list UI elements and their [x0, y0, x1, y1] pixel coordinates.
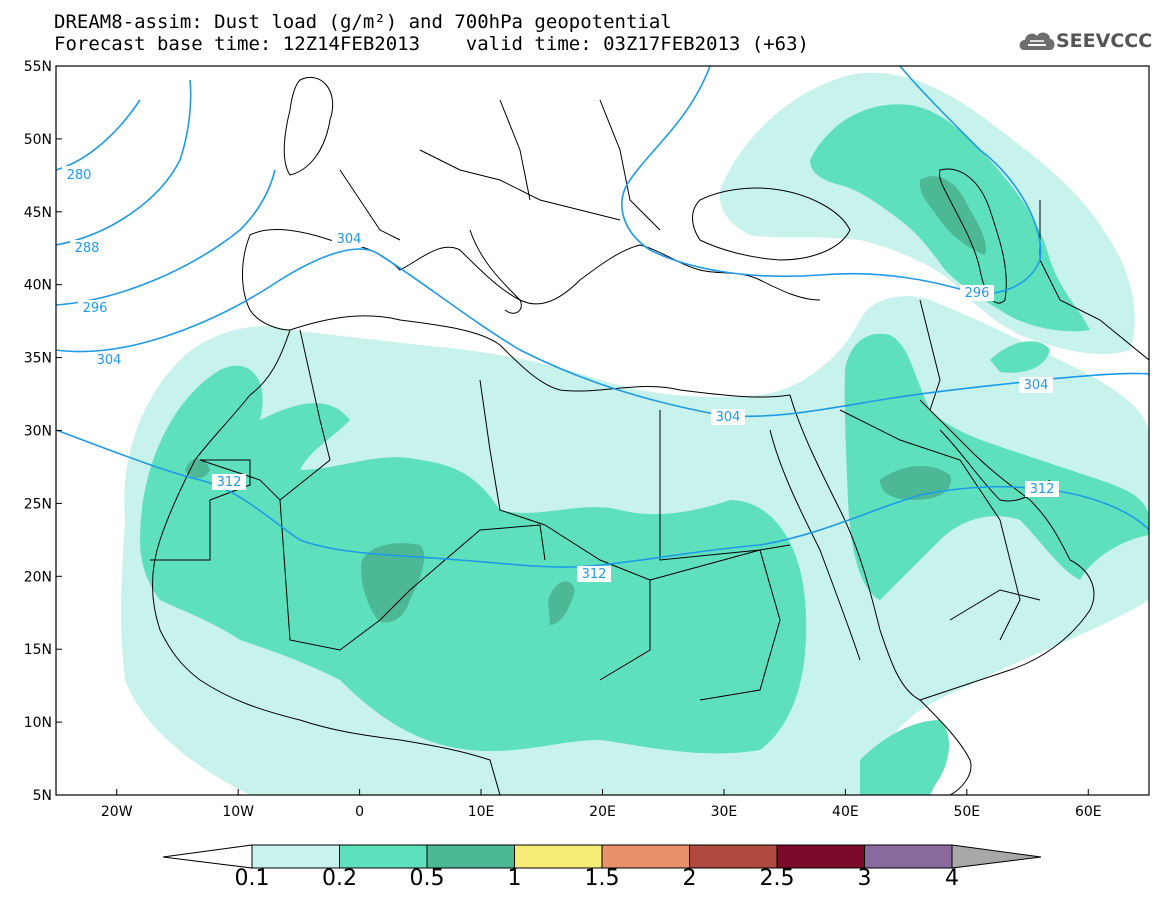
lat-tick-label: 15N [24, 642, 52, 658]
colorbar-lower-arrow [162, 844, 253, 869]
colorbar-boxes [251, 844, 953, 869]
border-yemen [949, 589, 1041, 621]
contour-label-296-west: 296 [83, 301, 108, 316]
border-sudan [649, 549, 781, 701]
dust-max-chad [548, 581, 575, 625]
contour-label-280: 280 [67, 168, 92, 183]
dust-area-horn [860, 720, 950, 795]
lat-tick-label: 25N [24, 496, 52, 512]
colorbar-swatch [339, 844, 428, 869]
lon-tick-label: 10E [468, 804, 495, 820]
colorbar-label: 3 [857, 866, 872, 891]
border-mali [279, 499, 411, 651]
border-europe-3 [499, 99, 531, 201]
lat-tick-label: 55N [24, 59, 52, 75]
colorbar-label: 1 [507, 866, 522, 891]
coastline-mediterranean-south [289, 315, 791, 398]
border-europe-4 [599, 99, 661, 231]
lon-tick-label: 50E [953, 804, 980, 820]
dust-max-wsahara [185, 458, 210, 479]
colorbar-label: 0.2 [322, 866, 357, 891]
geopotential-contours [56, 66, 1149, 568]
dust-area-iran-south [990, 341, 1050, 373]
lon-tick-label: 20E [589, 804, 616, 820]
colorbar-swatch [426, 844, 515, 869]
contour-312 [56, 429, 1149, 568]
dust-max-niger [361, 543, 425, 623]
map-title: DREAM8-assim: Dust load (g/m²) and 700hP… [54, 11, 672, 33]
coastline-italy [469, 229, 522, 314]
lon-tick-label: 0 [355, 804, 364, 820]
lat-tick-label: 30N [24, 424, 52, 440]
colorbar-swatch [514, 844, 603, 869]
lon-tick-label: 20W [101, 804, 133, 820]
dust-max-iraq [880, 465, 951, 500]
contour-304-west [56, 248, 1149, 418]
lat-tick-label: 45N [24, 205, 52, 221]
lon-tick-label: 10W [222, 804, 254, 820]
lon-tick-label: 40E [832, 804, 859, 820]
coastline-red-sea-west [769, 429, 861, 661]
contour-288 [56, 79, 192, 246]
latitude-axis: 55N 50N 45N 40N 35N 30N 25N 20N 15N 10N 5N [24, 59, 62, 804]
lat-tick-label: 40N [24, 278, 52, 294]
border-niger [409, 524, 546, 591]
contour-label-304-france: 304 [337, 232, 362, 247]
contour-296-east [621, 66, 1042, 295]
colorbar-swatch [601, 844, 690, 869]
contour-296-west [56, 169, 276, 306]
colorbar-swatch [251, 844, 340, 869]
border-saudi [839, 409, 1021, 641]
lat-tick-label: 35N [24, 351, 52, 367]
contour-label-304-iran: 304 [1024, 378, 1049, 393]
coastline-iberia [242, 234, 291, 331]
coastline-uk [283, 76, 334, 176]
contour-label-312-west: 312 [217, 475, 242, 490]
lon-tick-label: 60E [1075, 804, 1102, 820]
contour-label-304-egypt: 304 [716, 410, 741, 425]
lat-tick-label: 5N [33, 788, 52, 804]
lon-tick-label: 30E [711, 804, 738, 820]
colorbar-label: 1.5 [584, 866, 620, 891]
colorbar-upper-arrow [951, 844, 1042, 869]
colorbar-label: 2 [682, 866, 697, 891]
border-europe-2 [419, 149, 621, 221]
coastline-horn [919, 699, 972, 795]
colorbar-swatch [864, 844, 953, 869]
dust-max-caspian [919, 176, 986, 255]
coastline-west-africa [152, 329, 501, 795]
border-libya [479, 379, 546, 526]
contour-labels: 280 288 296 304 304 304 296 304 312 312 … [62, 166, 1059, 582]
colorbar-swatch [689, 844, 778, 869]
logo-text: SEEVCCC [1056, 30, 1153, 52]
contour-label-304-west: 304 [97, 353, 122, 368]
contour-label-312-east: 312 [1030, 482, 1055, 497]
border-iran-iraq [919, 299, 941, 411]
coastline-black-sea [692, 187, 851, 261]
longitude-axis: 20W 10W 0 10E 20E 30E 40E 50E 60E [101, 789, 1102, 820]
colorbar-swatch [776, 844, 865, 869]
coastline-arabia [919, 399, 1095, 701]
contour-label-312-center: 312 [582, 567, 607, 582]
colorbar-label: 0.1 [234, 866, 270, 891]
contour-label-296-east: 296 [965, 286, 990, 301]
map-subtitle: Forecast base time: 12Z14FEB2013 valid t… [54, 33, 809, 55]
cloud-icon [1019, 32, 1055, 50]
contour-label-288: 288 [75, 241, 100, 256]
colorbar-label: 2.5 [759, 866, 795, 891]
dust-load-0.5-layer [185, 176, 986, 625]
coastline-caspian [939, 168, 1007, 304]
colorbar-label: 4 [945, 866, 959, 891]
lat-tick-label: 20N [24, 569, 52, 585]
colorbar-label: 0.5 [409, 866, 445, 891]
coastline-red-sea [789, 394, 921, 701]
lat-tick-label: 50N [24, 132, 52, 148]
border-europe-1 [339, 169, 401, 241]
lat-tick-label: 10N [24, 715, 52, 731]
border-egypt [659, 410, 791, 561]
